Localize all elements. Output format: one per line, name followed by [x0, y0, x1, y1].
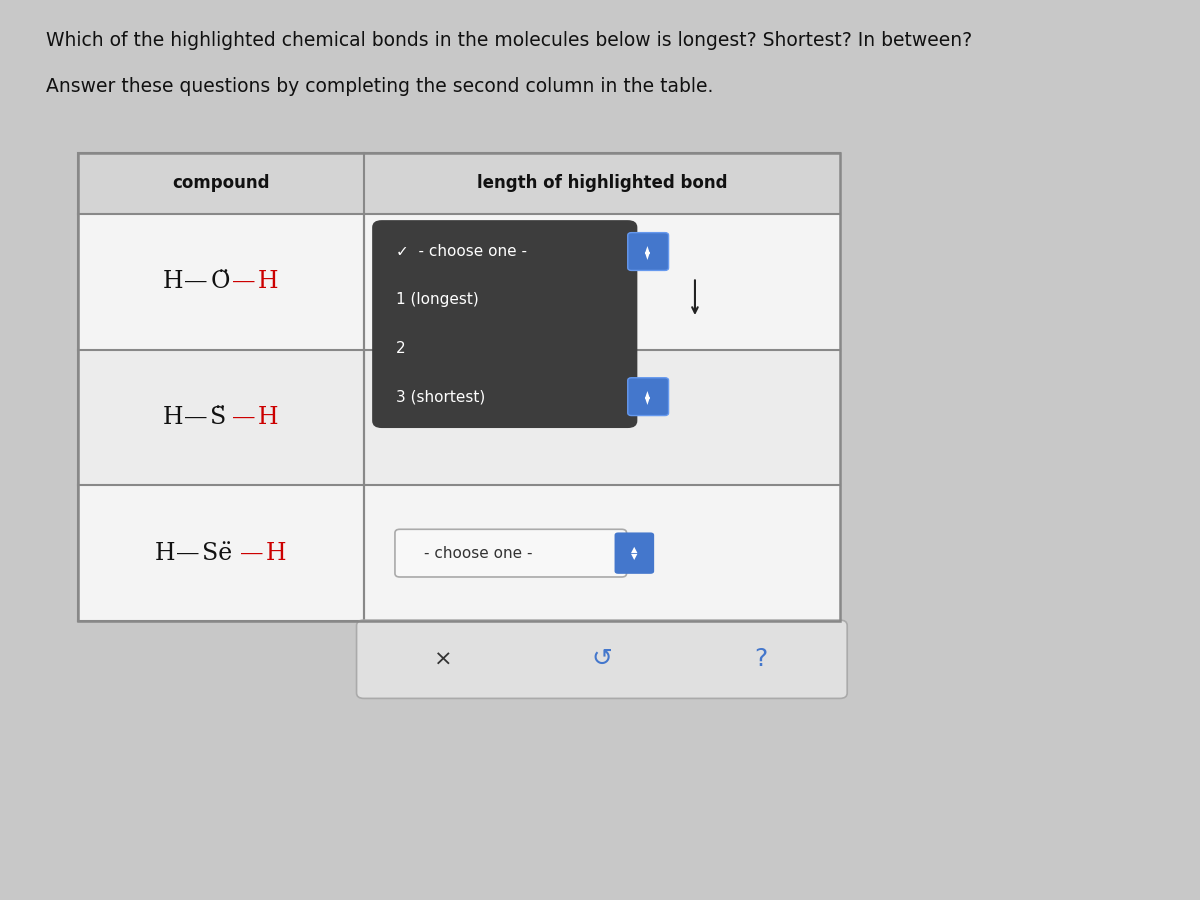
Text: Which of the highlighted chemical bonds in the molecules below is longest? Short: Which of the highlighted chemical bonds … — [46, 32, 972, 50]
Text: ×: × — [434, 649, 452, 670]
FancyBboxPatch shape — [628, 232, 668, 270]
FancyBboxPatch shape — [78, 349, 840, 485]
Text: H: H — [163, 270, 184, 293]
FancyBboxPatch shape — [372, 220, 637, 428]
Text: ▲
▼: ▲ ▼ — [630, 544, 637, 562]
Text: H: H — [257, 406, 277, 429]
FancyBboxPatch shape — [628, 378, 668, 416]
Text: —: — — [232, 406, 256, 429]
Text: compound: compound — [172, 175, 270, 193]
FancyBboxPatch shape — [78, 153, 840, 214]
Text: —: — — [185, 406, 208, 429]
Text: —: — — [232, 270, 256, 293]
Text: H: H — [266, 542, 287, 564]
Text: 3 (shortest): 3 (shortest) — [396, 389, 485, 404]
FancyBboxPatch shape — [78, 214, 840, 349]
Text: ◄►: ◄► — [642, 244, 652, 259]
FancyBboxPatch shape — [78, 485, 840, 621]
Text: ?: ? — [754, 647, 767, 671]
Text: H: H — [163, 406, 184, 429]
Text: —: — — [176, 542, 199, 564]
FancyBboxPatch shape — [614, 533, 654, 574]
Text: ↺: ↺ — [592, 647, 612, 671]
Text: ✓  - choose one -: ✓ - choose one - — [396, 244, 527, 259]
Text: H: H — [257, 270, 277, 293]
Text: length of highlighted bond: length of highlighted bond — [476, 175, 727, 193]
Text: —: — — [240, 542, 264, 564]
Text: Ö: Ö — [210, 270, 229, 293]
Text: 1 (longest): 1 (longest) — [396, 292, 479, 308]
Text: 2: 2 — [396, 341, 406, 356]
Text: Së: Së — [202, 542, 232, 564]
FancyBboxPatch shape — [395, 529, 626, 577]
Text: S̈: S̈ — [210, 406, 227, 429]
Text: Answer these questions by completing the second column in the table.: Answer these questions by completing the… — [46, 76, 713, 95]
Text: H: H — [155, 542, 175, 564]
Text: —: — — [185, 270, 208, 293]
Text: ◄►: ◄► — [642, 389, 652, 404]
FancyBboxPatch shape — [78, 153, 840, 621]
Text: - choose one -: - choose one - — [424, 545, 532, 561]
FancyBboxPatch shape — [356, 620, 847, 698]
